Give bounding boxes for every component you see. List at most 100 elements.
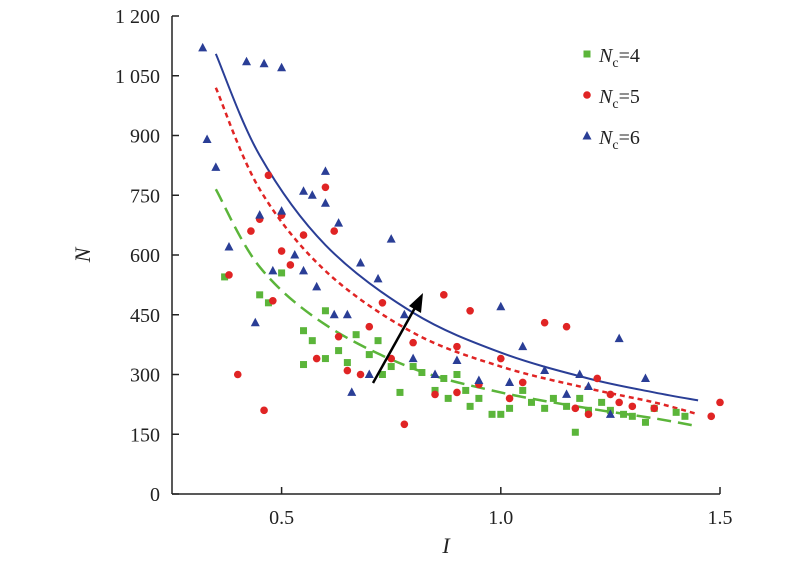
data-point — [221, 273, 229, 281]
data-point — [584, 410, 593, 419]
y-tick-label: 750 — [130, 185, 160, 207]
trend-arrow-line — [371, 305, 418, 384]
y-axis-title: N — [70, 246, 95, 263]
data-point — [300, 361, 308, 369]
data-point — [225, 271, 233, 279]
data-point — [347, 387, 357, 396]
trend-arrow — [371, 293, 423, 384]
data-point — [409, 338, 417, 347]
data-point — [466, 402, 474, 410]
data-point — [330, 227, 339, 235]
data-point — [277, 206, 287, 215]
data-point — [563, 402, 571, 410]
data-point — [268, 265, 278, 275]
data-point — [606, 390, 615, 399]
legend-marker — [583, 50, 591, 58]
data-point — [320, 166, 330, 175]
data-point — [259, 58, 269, 68]
fit-curves — [214, 53, 699, 428]
data-point — [334, 218, 344, 227]
data-point — [256, 291, 264, 299]
data-point — [299, 186, 309, 195]
data-point — [440, 291, 448, 299]
data-point — [365, 351, 373, 359]
data-point — [399, 309, 409, 319]
data-point — [496, 301, 506, 311]
data-point — [431, 386, 439, 394]
data-point — [211, 162, 221, 171]
data-point — [444, 394, 452, 402]
data-point — [233, 370, 242, 379]
legend-label: Nc=4 — [598, 45, 640, 71]
data-point — [260, 406, 268, 415]
y-tick-label: 150 — [130, 424, 160, 446]
data-point — [247, 227, 255, 235]
data-point — [299, 265, 309, 275]
y-tick-label: 600 — [130, 245, 160, 267]
data-point — [430, 369, 440, 378]
trend-arrow-head — [409, 293, 423, 313]
data-point — [400, 420, 409, 429]
y-tick-label: 300 — [130, 365, 160, 387]
data-point — [575, 369, 585, 378]
data-point — [453, 342, 461, 351]
data-point — [640, 373, 650, 382]
legend: Nc=4 Nc=5 Nc=6 — [582, 45, 640, 153]
data-point — [620, 410, 628, 418]
data-point — [312, 354, 321, 363]
data-point — [321, 307, 329, 315]
data-point — [300, 327, 308, 335]
data-point — [549, 394, 557, 402]
data-point — [614, 333, 624, 343]
data-point — [373, 273, 383, 283]
data-point — [386, 234, 396, 243]
data-point — [440, 374, 448, 382]
data-point — [378, 371, 386, 378]
x-axis-title: I — [441, 533, 451, 558]
fit-curve-6 — [214, 53, 699, 402]
data-point — [598, 398, 606, 406]
data-point — [519, 386, 527, 394]
data-point — [576, 394, 584, 402]
data-point — [641, 418, 649, 426]
data-point — [356, 257, 366, 267]
data-point — [342, 309, 352, 319]
data-point — [269, 297, 277, 305]
legend-marker — [583, 91, 591, 99]
data-point — [505, 394, 514, 403]
data-point — [527, 398, 535, 406]
y-tick-label: 450 — [130, 305, 160, 327]
x-tick-label: 0.5 — [269, 507, 294, 529]
data-point — [541, 404, 549, 412]
data-point — [334, 332, 343, 341]
data-point — [408, 353, 418, 363]
legend-label: Nc=5 — [598, 86, 640, 112]
data-point — [202, 134, 212, 143]
data-point — [615, 398, 623, 407]
data-point — [584, 406, 592, 414]
data-point — [716, 398, 724, 407]
x-tick-label: 1.5 — [708, 507, 733, 529]
data-point — [475, 394, 483, 402]
data-point — [518, 341, 528, 351]
data-point — [307, 190, 317, 199]
data-point — [374, 337, 382, 345]
data-point — [364, 369, 374, 378]
data-point — [707, 412, 716, 421]
data-point — [321, 183, 330, 192]
data-point — [286, 261, 295, 269]
data-point — [321, 355, 329, 363]
y-tick-label: 1 200 — [115, 6, 160, 28]
data-point — [277, 62, 287, 72]
data-point — [387, 363, 395, 371]
data-point — [198, 42, 208, 52]
data-point — [605, 409, 615, 418]
data-point — [518, 378, 527, 387]
data-point — [352, 331, 360, 339]
data-point — [335, 347, 343, 355]
data-point — [255, 210, 265, 219]
data-point — [365, 322, 374, 331]
data-point — [505, 377, 515, 386]
data-point — [278, 269, 286, 277]
